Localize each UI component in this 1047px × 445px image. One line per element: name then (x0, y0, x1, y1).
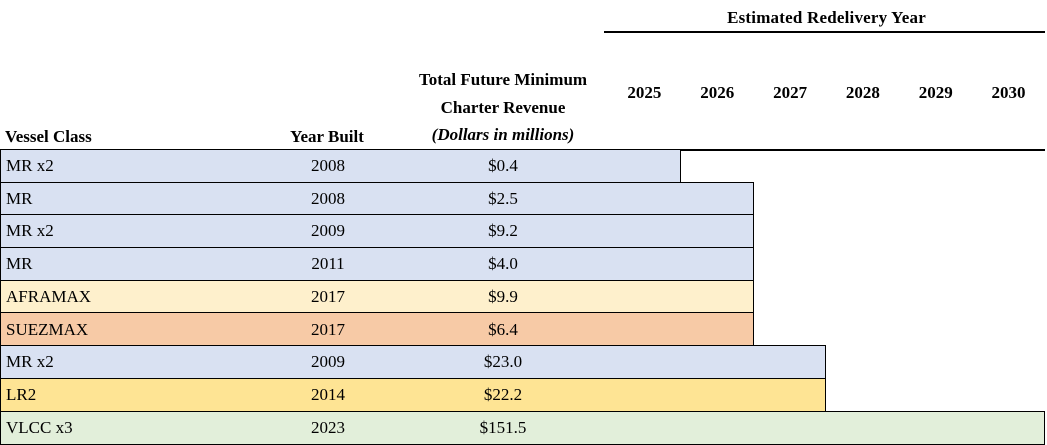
revenue-cell: $23.0 (483, 352, 523, 372)
year-built-cell: 2008 (311, 188, 345, 208)
year-column-header-2029: 2029 (918, 83, 953, 102)
year-built-cell: 2009 (311, 352, 345, 372)
year-built-cell: 2017 (311, 319, 345, 339)
table-row: AFRAMAX 2017 $9.9 (0, 279, 754, 314)
year-column-header-2027: 2027 (773, 83, 808, 102)
table-row: SUEZMAX 2017 $6.4 (0, 312, 754, 347)
vessel-class-cell: VLCC x3 (6, 417, 73, 437)
vessel-class-cell: MR x2 (6, 156, 54, 176)
table-row: VLCC x3 2023 $151.5 (0, 410, 1045, 445)
year-built-cell: 2009 (311, 221, 345, 241)
revenue-cell: $4.0 (488, 254, 518, 274)
year-column-header-2028: 2028 (845, 83, 880, 102)
table-row: MR x2 2009 $23.0 (0, 345, 826, 380)
revenue-column-header-line3: (Dollars in millions) (431, 125, 575, 144)
year-column-header-2025: 2025 (627, 83, 662, 102)
year-built-cell: 2008 (311, 156, 345, 176)
revenue-column-header: Total Future Minimum Charter Revenue (Do… (402, 66, 604, 149)
table-row: MR 2008 $2.5 (0, 181, 754, 216)
table-row: LR2 2014 $22.2 (0, 377, 826, 412)
year-built-cell: 2023 (311, 417, 345, 437)
vessel-class-cell: AFRAMAX (6, 286, 92, 306)
year-built-cell: 2014 (311, 384, 345, 404)
year-built-column-header: Year Built (290, 127, 364, 146)
year-column-headers: 2025 2026 2027 2028 2029 2030 (608, 83, 1045, 103)
revenue-cell: $151.5 (479, 417, 527, 437)
revenue-cell: $9.9 (488, 286, 518, 306)
table-row: MR x2 2008 $0.4 (0, 149, 681, 184)
revenue-cell: $0.4 (488, 156, 518, 176)
vessel-class-cell: MR x2 (6, 352, 54, 372)
revenue-cell: $9.2 (488, 221, 518, 241)
revenue-cell: $6.4 (488, 319, 518, 339)
chart-title: Estimated Redelivery Year (727, 8, 926, 27)
revenue-column-header-line2: Charter Revenue (440, 97, 566, 117)
revenue-cell: $22.2 (483, 384, 523, 404)
year-column-header-2026: 2026 (700, 83, 735, 102)
title-underline (604, 31, 1045, 33)
year-column-header-2030: 2030 (991, 83, 1026, 102)
vessel-class-cell: MR x2 (6, 221, 54, 241)
vessel-class-cell: MR (6, 254, 33, 274)
revenue-column-header-line1: Total Future Minimum (418, 70, 588, 89)
year-built-cell: 2011 (311, 254, 345, 274)
vessel-class-cell: SUEZMAX (6, 319, 89, 339)
year-built-cell: 2017 (311, 286, 345, 306)
table-row: MR 2011 $4.0 (0, 247, 754, 282)
vessel-class-column-header: Vessel Class (5, 127, 92, 146)
vessel-class-cell: LR2 (6, 384, 37, 404)
table-row: MR x2 2009 $9.2 (0, 214, 754, 249)
revenue-cell: $2.5 (488, 188, 518, 208)
vessel-class-cell: MR (6, 188, 33, 208)
gantt-rows: MR x2 2008 $0.4 MR 2008 $2.5 MR x2 2009 … (0, 149, 1047, 445)
